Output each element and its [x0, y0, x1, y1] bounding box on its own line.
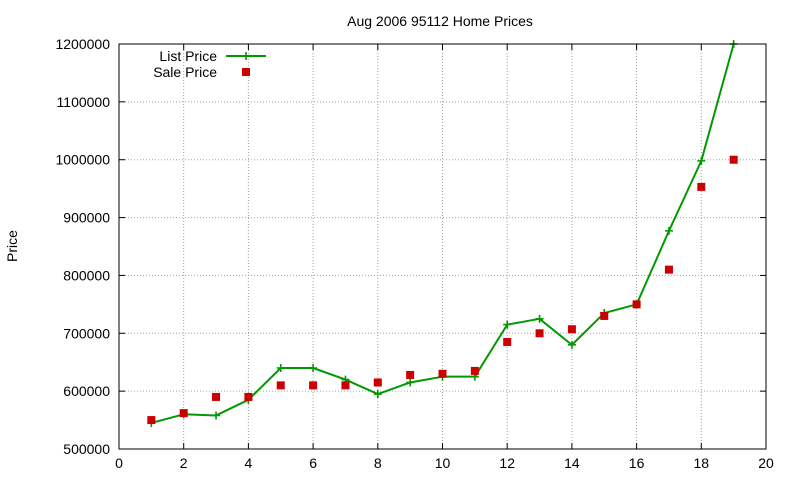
- list-price-point: [276, 364, 285, 372]
- sale-price-point: [600, 311, 609, 320]
- sale-price-point: [212, 392, 221, 401]
- y-tick-label: 1200000: [55, 36, 110, 52]
- y-tick-label: 900000: [63, 210, 110, 226]
- sale-price-point: [276, 381, 285, 390]
- plot-frame: [118, 43, 767, 450]
- list-price-point: [503, 320, 512, 329]
- list-price-point: [697, 156, 706, 165]
- axis-ticks: 0 2 4 6 8 10 12 14 16 18 20 500000 600000 700000 80000…: [55, 36, 774, 471]
- list-price-point: [309, 364, 318, 372]
- y-tick-label: 500000: [63, 441, 110, 457]
- sale-price-point: [697, 182, 706, 191]
- sale-price-point: [244, 392, 253, 401]
- list-price-point: [664, 226, 673, 235]
- list-price-point: [567, 340, 576, 349]
- x-tick-label: 4: [245, 455, 253, 471]
- list-price-point: [373, 390, 382, 399]
- legend: List Price Sale Price: [153, 48, 266, 80]
- y-axis-label: Price: [4, 230, 20, 262]
- sale-price-point: [341, 381, 350, 390]
- series-layer: [147, 40, 738, 427]
- legend-sale-price-marker: [242, 68, 250, 76]
- sale-price-point: [632, 300, 641, 309]
- y-tick-label: 800000: [63, 267, 110, 283]
- sale-price-point: [503, 337, 512, 346]
- x-tick-label: 6: [309, 455, 317, 471]
- sale-price-point: [729, 155, 738, 164]
- list-price-point: [212, 411, 221, 420]
- x-tick-label: 2: [180, 455, 188, 471]
- x-tick-label: 18: [694, 455, 710, 471]
- sale-price-point: [147, 416, 156, 425]
- x-tick-label: 0: [115, 455, 123, 471]
- x-tick-label: 10: [435, 455, 451, 471]
- sale-price-point: [406, 370, 415, 379]
- legend-list-price-marker: [242, 52, 250, 60]
- sale-price-point: [664, 265, 673, 274]
- grid: [119, 44, 766, 449]
- y-tick-label: 1000000: [55, 152, 110, 168]
- legend-label-sale-price: Sale Price: [153, 64, 217, 80]
- list-price-point: [535, 314, 544, 323]
- chart-title: Aug 2006 95112 Home Prices: [347, 13, 533, 29]
- list-price-point: [406, 378, 415, 387]
- x-tick-label: 12: [499, 455, 515, 471]
- legend-label-list-price: List Price: [159, 48, 217, 64]
- sale-price-point: [309, 381, 318, 390]
- x-tick-label: 16: [629, 455, 645, 471]
- x-tick-label: 20: [758, 455, 774, 471]
- x-tick-label: 8: [374, 455, 382, 471]
- sale-price-point: [373, 378, 382, 387]
- sale-price-point: [179, 409, 188, 418]
- sale-price-point: [535, 329, 544, 338]
- y-tick-label: 600000: [63, 383, 110, 399]
- y-tick-label: 700000: [63, 325, 110, 341]
- sale-price-point: [470, 366, 479, 375]
- sale-price-point: [567, 325, 576, 334]
- y-tick-label: 1100000: [57, 94, 111, 110]
- x-tick-label: 14: [564, 455, 580, 471]
- sale-price-point: [438, 369, 447, 378]
